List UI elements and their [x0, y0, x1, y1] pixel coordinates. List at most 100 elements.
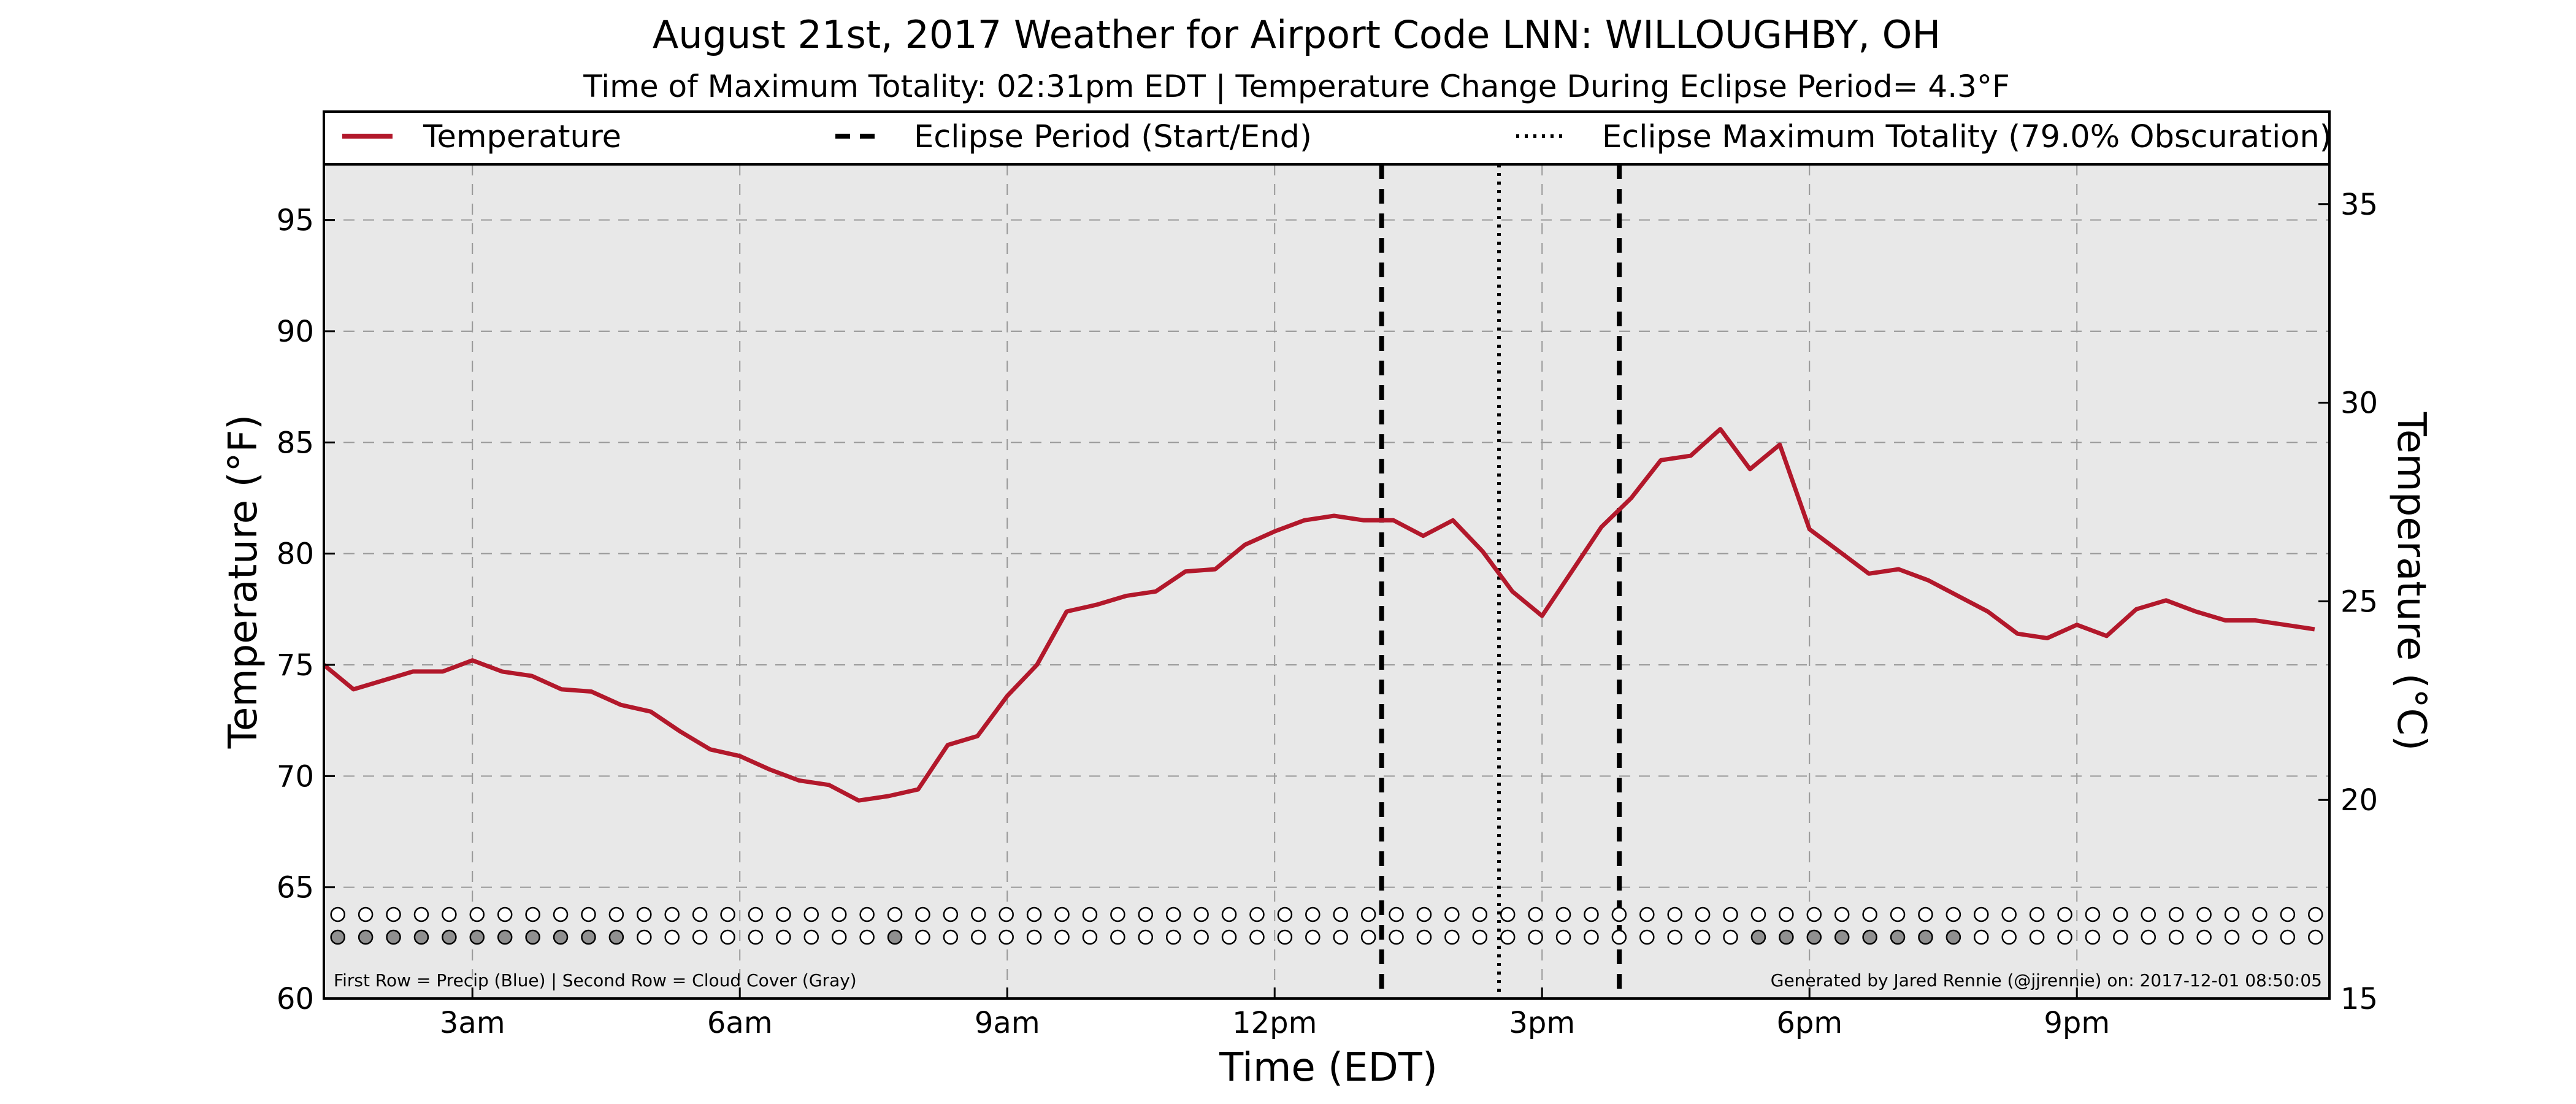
precip-marker: [803, 907, 819, 922]
cloud-cover-marker: [1138, 929, 1154, 945]
cloud-cover-marker: [1305, 929, 1321, 945]
precip-marker: [2168, 907, 2184, 922]
cloud-cover-marker: [1584, 929, 1599, 945]
x-tick-label: 6am: [707, 1006, 773, 1040]
cloud-cover-marker: [1444, 929, 1460, 945]
cloud-cover-marker: [442, 929, 457, 945]
y-tick-label: 90: [277, 315, 314, 349]
precip-marker: [637, 907, 652, 922]
precip-marker: [1500, 907, 1516, 922]
precip-marker: [1695, 907, 1711, 922]
plot-frame: [323, 163, 2331, 1000]
precip-marker: [1333, 907, 1348, 922]
cloud-cover-marker: [831, 929, 847, 945]
cloud-cover-marker: [720, 929, 735, 945]
cloud-cover-marker: [1806, 929, 1822, 945]
cloud-cover-marker: [1611, 929, 1627, 945]
precip-marker: [2141, 907, 2156, 922]
weather-markers: [330, 907, 2323, 945]
x-tick-label: 6pm: [1776, 1006, 1842, 1040]
cloud-cover-marker: [358, 929, 374, 945]
precip-marker: [442, 907, 457, 922]
precip-marker: [720, 907, 735, 922]
precip-marker: [2280, 907, 2296, 922]
precip-marker: [1528, 907, 1543, 922]
precip-marker: [1779, 907, 1794, 922]
cloud-cover-marker: [1277, 929, 1293, 945]
precip-marker: [525, 907, 540, 922]
chart-subtitle: Time of Maximum Totality: 02:31pm EDT | …: [583, 69, 2009, 104]
cloud-cover-marker: [887, 929, 903, 945]
y-tick-label: 85: [277, 426, 314, 460]
cloud-cover-marker: [971, 929, 986, 945]
cloud-cover-marker: [1723, 929, 1738, 945]
cloud-cover-marker: [1890, 929, 1906, 945]
cloud-cover-marker: [1165, 929, 1181, 945]
precip-marker: [1472, 907, 1488, 922]
ticks: 60 65 70 75 80 85 90 95 15 20 25 30 35 3am 6am 9am 12pm 3…: [277, 188, 2378, 1040]
cloud-cover-marker: [1026, 929, 1042, 945]
cloud-cover-marker: [1528, 929, 1543, 945]
precip-marker: [1723, 907, 1738, 922]
cloud-cover-marker: [748, 929, 764, 945]
precip-marker: [469, 907, 485, 922]
legend-eclipse-period-label: Eclipse Period (Start/End): [914, 119, 1312, 155]
y-tick-label: 70: [277, 759, 314, 794]
precip-marker: [1249, 907, 1265, 922]
precip-marker: [1277, 907, 1293, 922]
cloud-cover-marker: [1695, 929, 1711, 945]
precip-marker: [1806, 907, 1822, 922]
cloud-cover-marker: [943, 929, 959, 945]
cloud-cover-marker: [413, 929, 429, 945]
precip-marker: [748, 907, 764, 922]
precip-marker: [2057, 907, 2072, 922]
y-right-tick-label: 35: [2340, 188, 2378, 222]
precip-marker: [2196, 907, 2212, 922]
legend-box: [323, 110, 2331, 166]
precip-marker: [1110, 907, 1125, 922]
precip-marker: [859, 907, 875, 922]
precip-marker: [608, 907, 624, 922]
cloud-cover-marker: [859, 929, 875, 945]
precip-marker: [1862, 907, 1877, 922]
precip-marker: [999, 907, 1014, 922]
y-axis-title: Temperature (°F): [221, 415, 266, 749]
temperature-line: [322, 427, 2315, 803]
cloud-cover-marker: [1834, 929, 1850, 945]
legend: Temperature Eclipse Period (Start/End) E…: [323, 110, 2332, 166]
precip-marker: [664, 907, 680, 922]
precip-marker: [692, 907, 708, 922]
plot-area: [324, 164, 2329, 999]
y-tick-label: 65: [277, 871, 314, 905]
precip-marker: [1054, 907, 1070, 922]
y-tick-label: 60: [277, 982, 314, 1016]
precip-marker: [1389, 907, 1404, 922]
y-right-tick-label: 30: [2340, 386, 2378, 421]
x-axis-title: Time (EDT): [1219, 1045, 1438, 1091]
precip-marker: [413, 907, 429, 922]
precip-marker: [330, 907, 345, 922]
precip-marker: [1026, 907, 1042, 922]
precip-marker: [831, 907, 847, 922]
cloud-cover-marker: [553, 929, 569, 945]
precip-marker: [943, 907, 959, 922]
precip-marker: [1918, 907, 1933, 922]
cloud-cover-marker: [1333, 929, 1348, 945]
precip-marker: [2252, 907, 2267, 922]
cloud-cover-marker: [386, 929, 401, 945]
cloud-cover-marker: [637, 929, 652, 945]
cloud-cover-marker: [525, 929, 540, 945]
cloud-cover-marker: [1249, 929, 1265, 945]
precip-marker: [1360, 907, 1376, 922]
precip-marker: [1945, 907, 1961, 922]
precip-marker: [2113, 907, 2128, 922]
cloud-cover-marker: [1918, 929, 1933, 945]
cloud-cover-marker: [1389, 929, 1404, 945]
cloud-cover-marker: [2168, 929, 2184, 945]
precip-marker: [1221, 907, 1237, 922]
precip-marker: [1165, 907, 1181, 922]
cloud-cover-marker: [1555, 929, 1571, 945]
cloud-cover-marker: [1416, 929, 1432, 945]
cloud-cover-marker: [2001, 929, 2017, 945]
